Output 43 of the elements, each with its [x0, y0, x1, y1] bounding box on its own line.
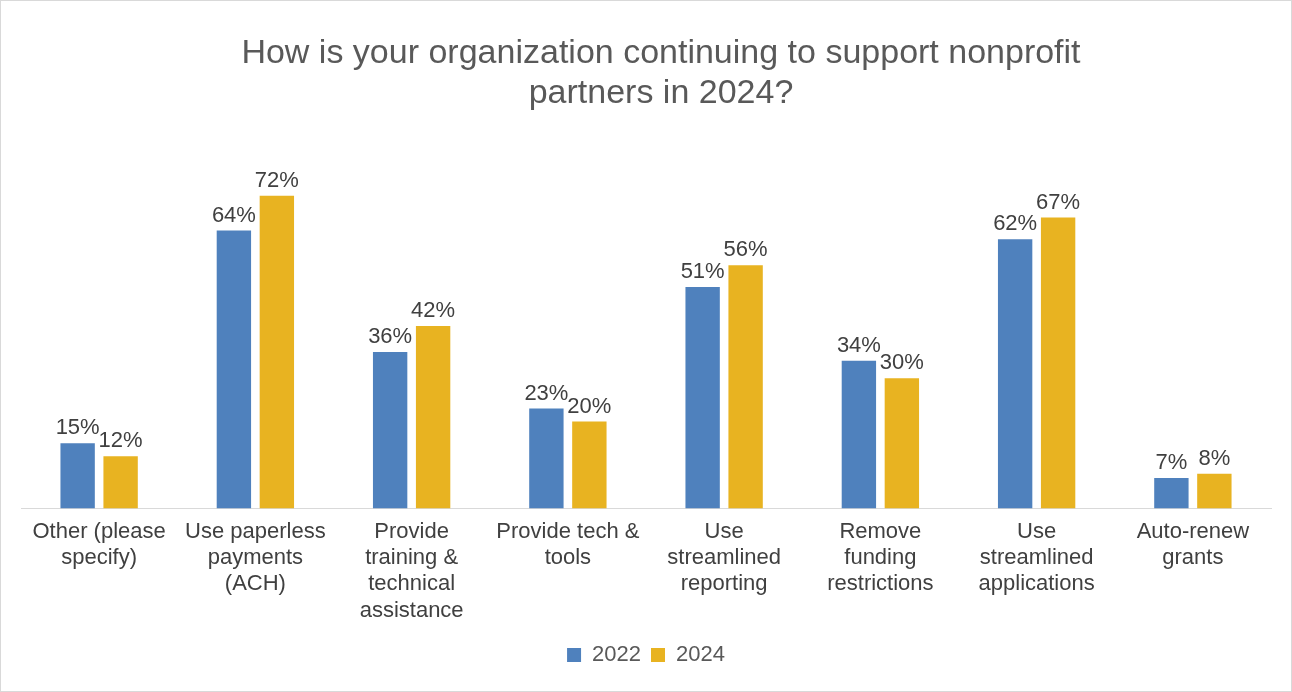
- data-label: 72%: [254, 166, 299, 192]
- x-tick-label: Auto-renew grants: [1136, 517, 1250, 570]
- bar: [60, 443, 95, 509]
- bar: [728, 265, 763, 509]
- data-label: 12%: [98, 427, 143, 453]
- x-tick-label: Other (please specify): [32, 517, 166, 570]
- bar: [1154, 478, 1189, 509]
- bar: [415, 326, 451, 509]
- x-tick-label: Provide tech & tools: [496, 517, 640, 570]
- data-label: 30%: [879, 349, 924, 375]
- x-tick-label: Remove funding restrictions: [827, 517, 934, 596]
- bar: [372, 352, 408, 509]
- bar: [259, 195, 295, 509]
- bar: [1040, 217, 1076, 509]
- bar: [841, 360, 877, 509]
- x-tick-label: Provide training & technical assistance: [359, 517, 464, 622]
- data-label: 15%: [55, 414, 100, 440]
- data-label: 36%: [368, 323, 413, 349]
- bar: [884, 378, 920, 509]
- bar: [685, 286, 720, 509]
- data-label: 23%: [524, 379, 569, 405]
- x-tick-label: Use streamlined reporting: [667, 517, 781, 596]
- data-label: 20%: [567, 392, 612, 418]
- data-label: 42%: [411, 297, 456, 323]
- legend-label: 2022: [592, 641, 642, 667]
- chart-title: How is your organization continuing to support nonprofit partners in 2024?: [240, 31, 1082, 111]
- data-label: 8%: [1198, 444, 1231, 470]
- bar: [216, 230, 252, 509]
- data-label: 67%: [1036, 188, 1081, 214]
- bar: [572, 421, 607, 509]
- data-label: 62%: [993, 210, 1038, 236]
- data-label: 7%: [1155, 449, 1188, 475]
- data-label: 34%: [836, 331, 881, 357]
- data-label: 64%: [211, 201, 256, 227]
- bar: [103, 456, 138, 509]
- data-label: 56%: [723, 236, 768, 262]
- legend-label: 2024: [676, 641, 725, 667]
- bar: [529, 408, 564, 509]
- x-tick-label: Use streamlined applications: [978, 517, 1095, 596]
- data-label: 51%: [680, 257, 725, 283]
- x-tick-label: Use paperless payments (ACH): [185, 517, 326, 596]
- bar: [1197, 473, 1232, 509]
- bar: [997, 239, 1033, 509]
